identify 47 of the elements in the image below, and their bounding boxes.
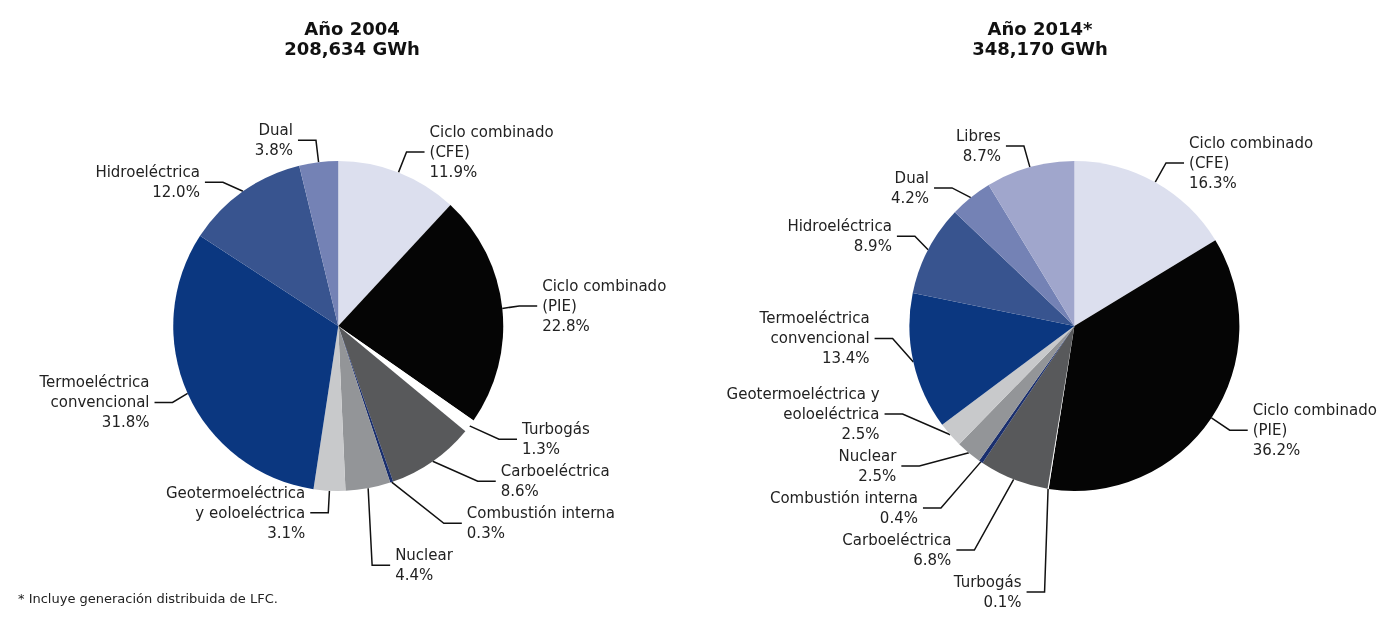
data-label: 4.2%: [890, 188, 930, 207]
data-label: 1.3%: [522, 440, 561, 459]
data-label: 2.5%: [858, 467, 897, 485]
data-label: 8.9%: [853, 237, 892, 256]
slice-label: Carboeléctrica: [500, 462, 610, 481]
slice-label: Combustión interna: [466, 504, 615, 523]
slice-label: Geotermoeléctrica y eoloeléctrica: [165, 483, 306, 522]
slice-label: Ciclo combinado (CFE): [1189, 133, 1314, 172]
slice-label: Turbogás: [952, 573, 1022, 591]
slice-label: Termoeléctrica convencional: [758, 309, 870, 348]
data-label: 12.0%: [152, 183, 200, 202]
data-label: 3.1%: [267, 523, 306, 542]
data-label: 8.6%: [500, 482, 539, 501]
chart-title: Año 2014*: [987, 17, 1094, 39]
data-label: 31.8%: [101, 413, 150, 432]
data-label: 0.4%: [879, 509, 918, 527]
data-label: 4.4%: [395, 566, 434, 585]
chart-subtitle: 348,170 GWh: [972, 37, 1108, 59]
data-label: 16.3%: [1189, 173, 1237, 192]
slice-label: Nuclear: [838, 447, 898, 465]
chart-title: Año 2004: [304, 17, 400, 39]
data-label: 36.2%: [1252, 441, 1301, 460]
slice-label: Termoeléctrica convencional: [38, 373, 150, 412]
slice-label: Ciclo combinado (PIE): [1252, 401, 1377, 440]
chart-subtitle: 208,634 GWh: [284, 37, 420, 59]
slice-label: Carboeléctrica: [842, 531, 952, 549]
data-label: 8.7%: [962, 146, 1001, 165]
data-label: 2.5%: [841, 425, 880, 443]
text: * Incluye generación distribuida de LFC.: [18, 591, 278, 606]
slice-label: Libres: [955, 126, 1002, 145]
data-label: 6.8%: [913, 551, 952, 569]
data-label: 13.4%: [821, 349, 870, 368]
slice-label: Turbogás: [521, 420, 590, 439]
slice-label: Nuclear: [395, 546, 454, 565]
data-label: 3.8%: [254, 141, 293, 160]
data-label: 22.8%: [542, 317, 590, 336]
data-label: 11.9%: [429, 162, 478, 181]
slice-label: Combustión interna: [769, 489, 918, 507]
data-label: 0.1%: [983, 593, 1022, 611]
slice-label: Dual: [894, 168, 930, 187]
slice-label: Ciclo combinado (PIE): [542, 277, 667, 316]
slice-label: Ciclo combinado (CFE): [429, 122, 554, 161]
data-label: 0.3%: [466, 524, 505, 543]
slice-label: Geotermoeléctrica y eoloeléctrica: [726, 385, 880, 423]
slice-label: Hidroeléctrica: [787, 217, 892, 236]
slice-label: Hidroeléctrica: [95, 163, 200, 182]
slice-label: Dual: [258, 121, 293, 140]
